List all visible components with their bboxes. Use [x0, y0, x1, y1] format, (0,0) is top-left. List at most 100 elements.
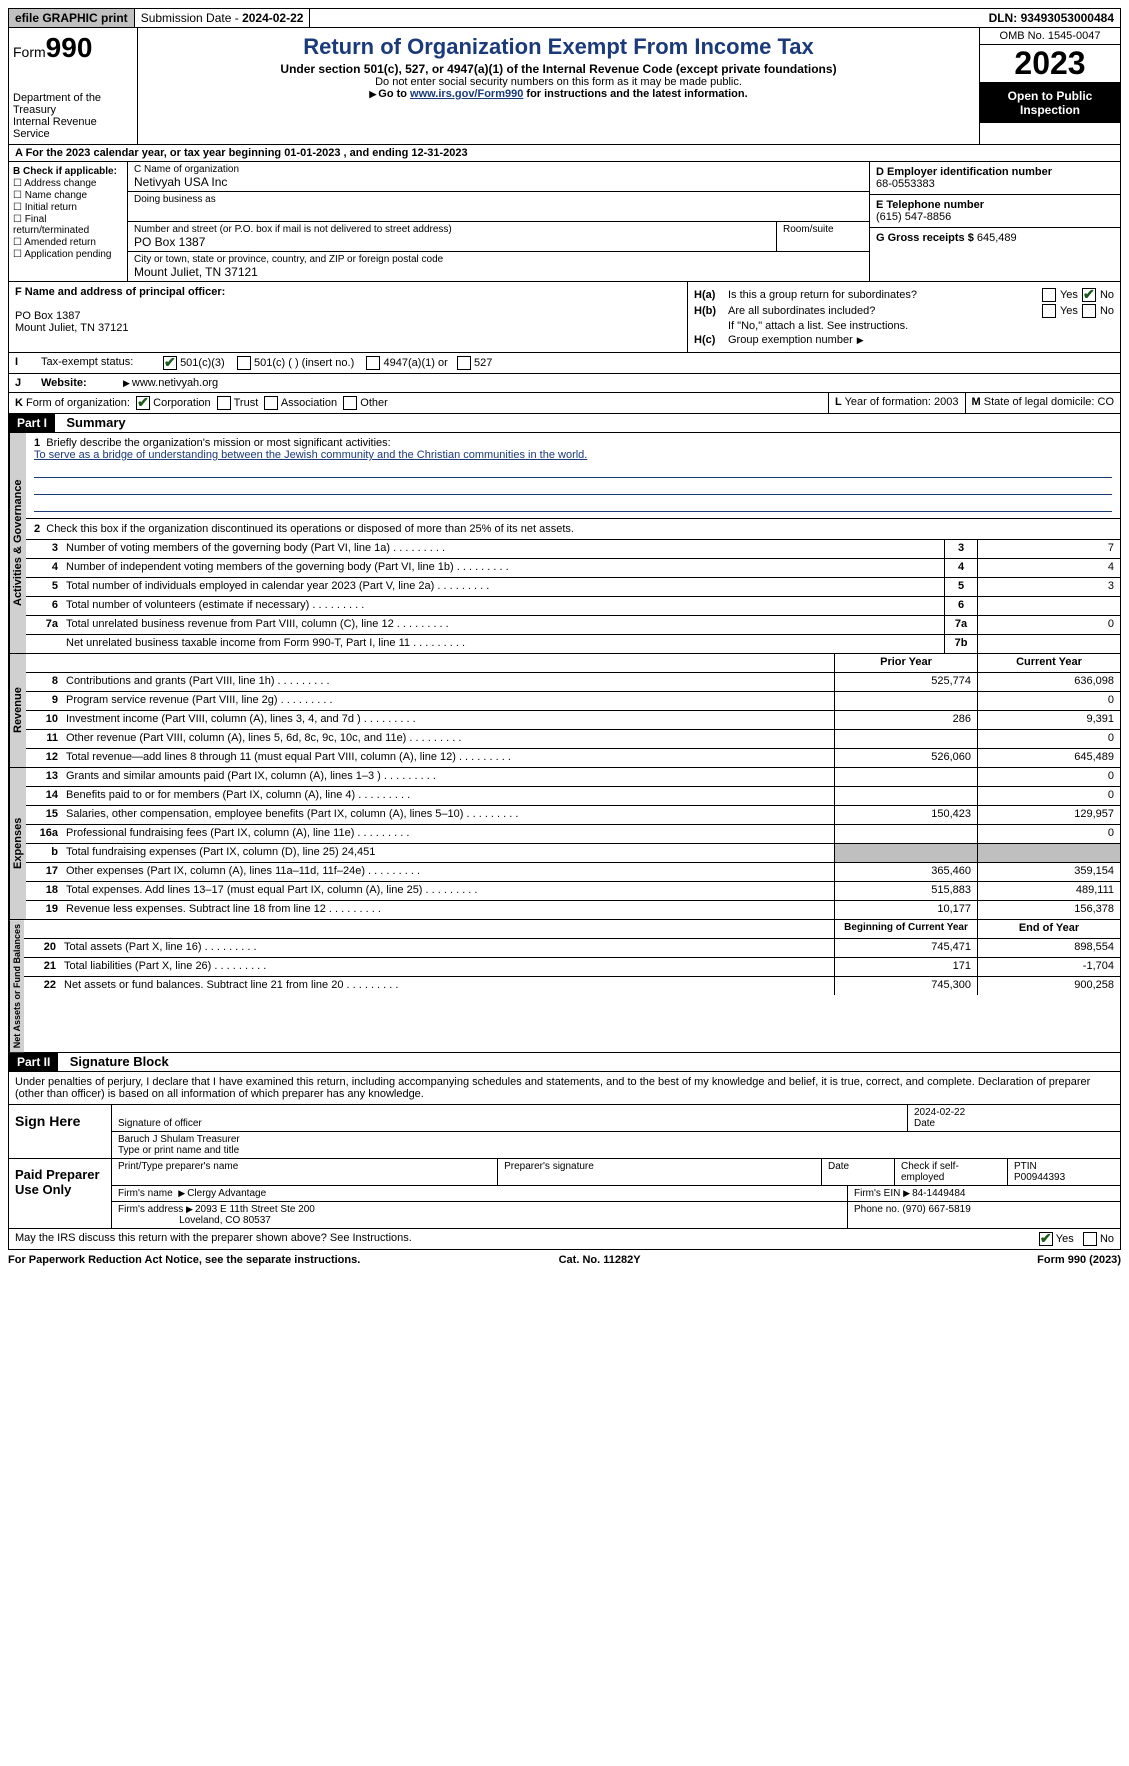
part2-header: Part II Signature Block [8, 1053, 1121, 1072]
ein: 68-0553383 [876, 178, 935, 190]
gov-line: 5Total number of individuals employed in… [26, 578, 1120, 597]
officer-addr2: Mount Juliet, TN 37121 [15, 322, 129, 334]
gov-line: 7aTotal unrelated business revenue from … [26, 616, 1120, 635]
data-line: 17Other expenses (Part IX, column (A), l… [26, 863, 1120, 882]
data-line: 19Revenue less expenses. Subtract line 1… [26, 901, 1120, 919]
data-line: bTotal fundraising expenses (Part IX, co… [26, 844, 1120, 863]
tax-year: 2023 [980, 45, 1120, 83]
chk-initial-return[interactable]: ☐ Initial return [13, 202, 123, 213]
chk-final-return[interactable]: ☐ Final return/terminated [13, 214, 123, 236]
tab-governance: Activities & Governance [9, 433, 26, 653]
chk-app-pending[interactable]: ☐ Application pending [13, 249, 123, 260]
year-formation: 2003 [934, 396, 958, 408]
perjury-declaration: Under penalties of perjury, I declare th… [8, 1072, 1121, 1105]
form-number: Form990 [13, 32, 133, 64]
data-line: 13Grants and similar amounts paid (Part … [26, 768, 1120, 787]
row-k: K Form of organization: Corporation Trus… [8, 393, 1121, 414]
data-line: 10Investment income (Part VIII, column (… [26, 711, 1120, 730]
chk-corp[interactable] [136, 396, 150, 410]
omb-number: OMB No. 1545-0047 [980, 28, 1120, 45]
row-i: I Tax-exempt status: 501(c)(3) 501(c) ( … [8, 353, 1121, 374]
data-line: 11Other revenue (Part VIII, column (A), … [26, 730, 1120, 749]
hb-no[interactable] [1082, 304, 1096, 318]
chk-amended[interactable]: ☐ Amended return [13, 237, 123, 248]
arrow-icon [857, 334, 866, 346]
rev-header: Prior Year Current Year [26, 654, 1120, 673]
part1-header: Part I Summary [8, 414, 1121, 433]
firm-addr2: Loveland, CO 80537 [179, 1215, 271, 1226]
gov-line: 4Number of independent voting members of… [26, 559, 1120, 578]
data-line: 20Total assets (Part X, line 16)745,4718… [24, 939, 1120, 958]
col-b: B Check if applicable: ☐ Address change … [9, 162, 128, 281]
form-subtitle: Under section 501(c), 527, or 4947(a)(1)… [146, 62, 971, 76]
chk-name-change[interactable]: ☐ Name change [13, 190, 123, 201]
form990-link[interactable]: www.irs.gov/Form990 [410, 88, 523, 100]
efile-label: efile GRAPHIC print [9, 9, 135, 27]
discuss-no[interactable] [1083, 1232, 1097, 1246]
gov-line: Net unrelated business taxable income fr… [26, 635, 1120, 653]
data-line: 8Contributions and grants (Part VIII, li… [26, 673, 1120, 692]
website: www.netivyah.org [132, 377, 218, 389]
row-j: J Website: www.netivyah.org [8, 374, 1121, 393]
net-header: Beginning of Current Year End of Year [24, 920, 1120, 939]
col-de: D Employer identification number 68-0553… [869, 162, 1120, 281]
data-line: 9Program service revenue (Part VIII, lin… [26, 692, 1120, 711]
gov-line: 6Total number of volunteers (estimate if… [26, 597, 1120, 616]
data-line: 14Benefits paid to or for members (Part … [26, 787, 1120, 806]
street-address: PO Box 1387 [134, 235, 770, 249]
data-line: 16aProfessional fundraising fees (Part I… [26, 825, 1120, 844]
chk-assoc[interactable] [264, 396, 278, 410]
tab-net-assets: Net Assets or Fund Balances [9, 920, 24, 1052]
header-right: OMB No. 1545-0047 2023 Open to Public In… [979, 28, 1120, 144]
entity-block: B Check if applicable: ☐ Address change … [8, 162, 1121, 282]
chk-trust[interactable] [217, 396, 231, 410]
goto-line: Go to www.irs.gov/Form990 for instructio… [146, 88, 971, 100]
form-title: Return of Organization Exempt From Incom… [146, 34, 971, 60]
form-header: Form990 Department of the Treasury Inter… [8, 28, 1121, 145]
chk-address-change[interactable]: ☐ Address change [13, 178, 123, 189]
officer-addr1: PO Box 1387 [15, 310, 80, 322]
chk-4947[interactable] [366, 356, 380, 370]
gov-line: 3Number of voting members of the governi… [26, 540, 1120, 559]
row-f-h: F Name and address of principal officer:… [8, 282, 1121, 353]
discuss-yes[interactable] [1039, 1232, 1053, 1246]
chk-other[interactable] [343, 396, 357, 410]
submission-date: Submission Date - 2024-02-22 [135, 9, 311, 27]
org-name: Netivyah USA Inc [134, 175, 863, 189]
dept-irs: Internal Revenue Service [13, 116, 133, 140]
chk-501c[interactable] [237, 356, 251, 370]
mission: To serve as a bridge of understanding be… [34, 449, 587, 461]
chk-501c3[interactable] [163, 356, 177, 370]
ptin: P00944393 [1014, 1172, 1065, 1183]
ha-yes[interactable] [1042, 288, 1056, 302]
paid-preparer-label: Paid Preparer Use Only [9, 1159, 112, 1228]
header-center: Return of Organization Exempt From Incom… [138, 28, 979, 144]
firm-name: Clergy Advantage [187, 1188, 266, 1199]
sign-here-label: Sign Here [9, 1105, 112, 1158]
dept-treasury: Department of the Treasury [13, 92, 133, 116]
firm-addr1: 2093 E 11th Street Ste 200 [195, 1204, 315, 1215]
sig-date: 2024-02-22 [914, 1107, 965, 1118]
data-line: 15Salaries, other compensation, employee… [26, 806, 1120, 825]
top-bar: efile GRAPHIC print Submission Date - 20… [8, 8, 1121, 28]
section-net-assets: Net Assets or Fund Balances Beginning of… [8, 920, 1121, 1053]
public-inspection: Open to Public Inspection [980, 83, 1120, 123]
col-c: C Name of organization Netivyah USA Inc … [128, 162, 869, 281]
section-revenue: Revenue Prior Year Current Year 8Contrib… [8, 654, 1121, 768]
chk-527[interactable] [457, 356, 471, 370]
discuss-row: May the IRS discuss this return with the… [8, 1229, 1121, 1250]
dba [134, 205, 863, 219]
hb-yes[interactable] [1042, 304, 1056, 318]
firm-phone: (970) 667-5819 [902, 1204, 970, 1215]
section-governance: Activities & Governance 1 Briefly descri… [8, 433, 1121, 654]
ha-no[interactable] [1082, 288, 1096, 302]
firm-ein: 84-1449484 [912, 1188, 965, 1199]
phone: (615) 547-8856 [876, 211, 951, 223]
data-line: 22Net assets or fund balances. Subtract … [24, 977, 1120, 995]
ssn-warning: Do not enter social security numbers on … [146, 76, 971, 88]
arrow-icon [123, 377, 132, 389]
data-line: 21Total liabilities (Part X, line 26)171… [24, 958, 1120, 977]
header-left: Form990 Department of the Treasury Inter… [9, 28, 138, 144]
data-line: 12Total revenue—add lines 8 through 11 (… [26, 749, 1120, 767]
tab-expenses: Expenses [9, 768, 26, 919]
